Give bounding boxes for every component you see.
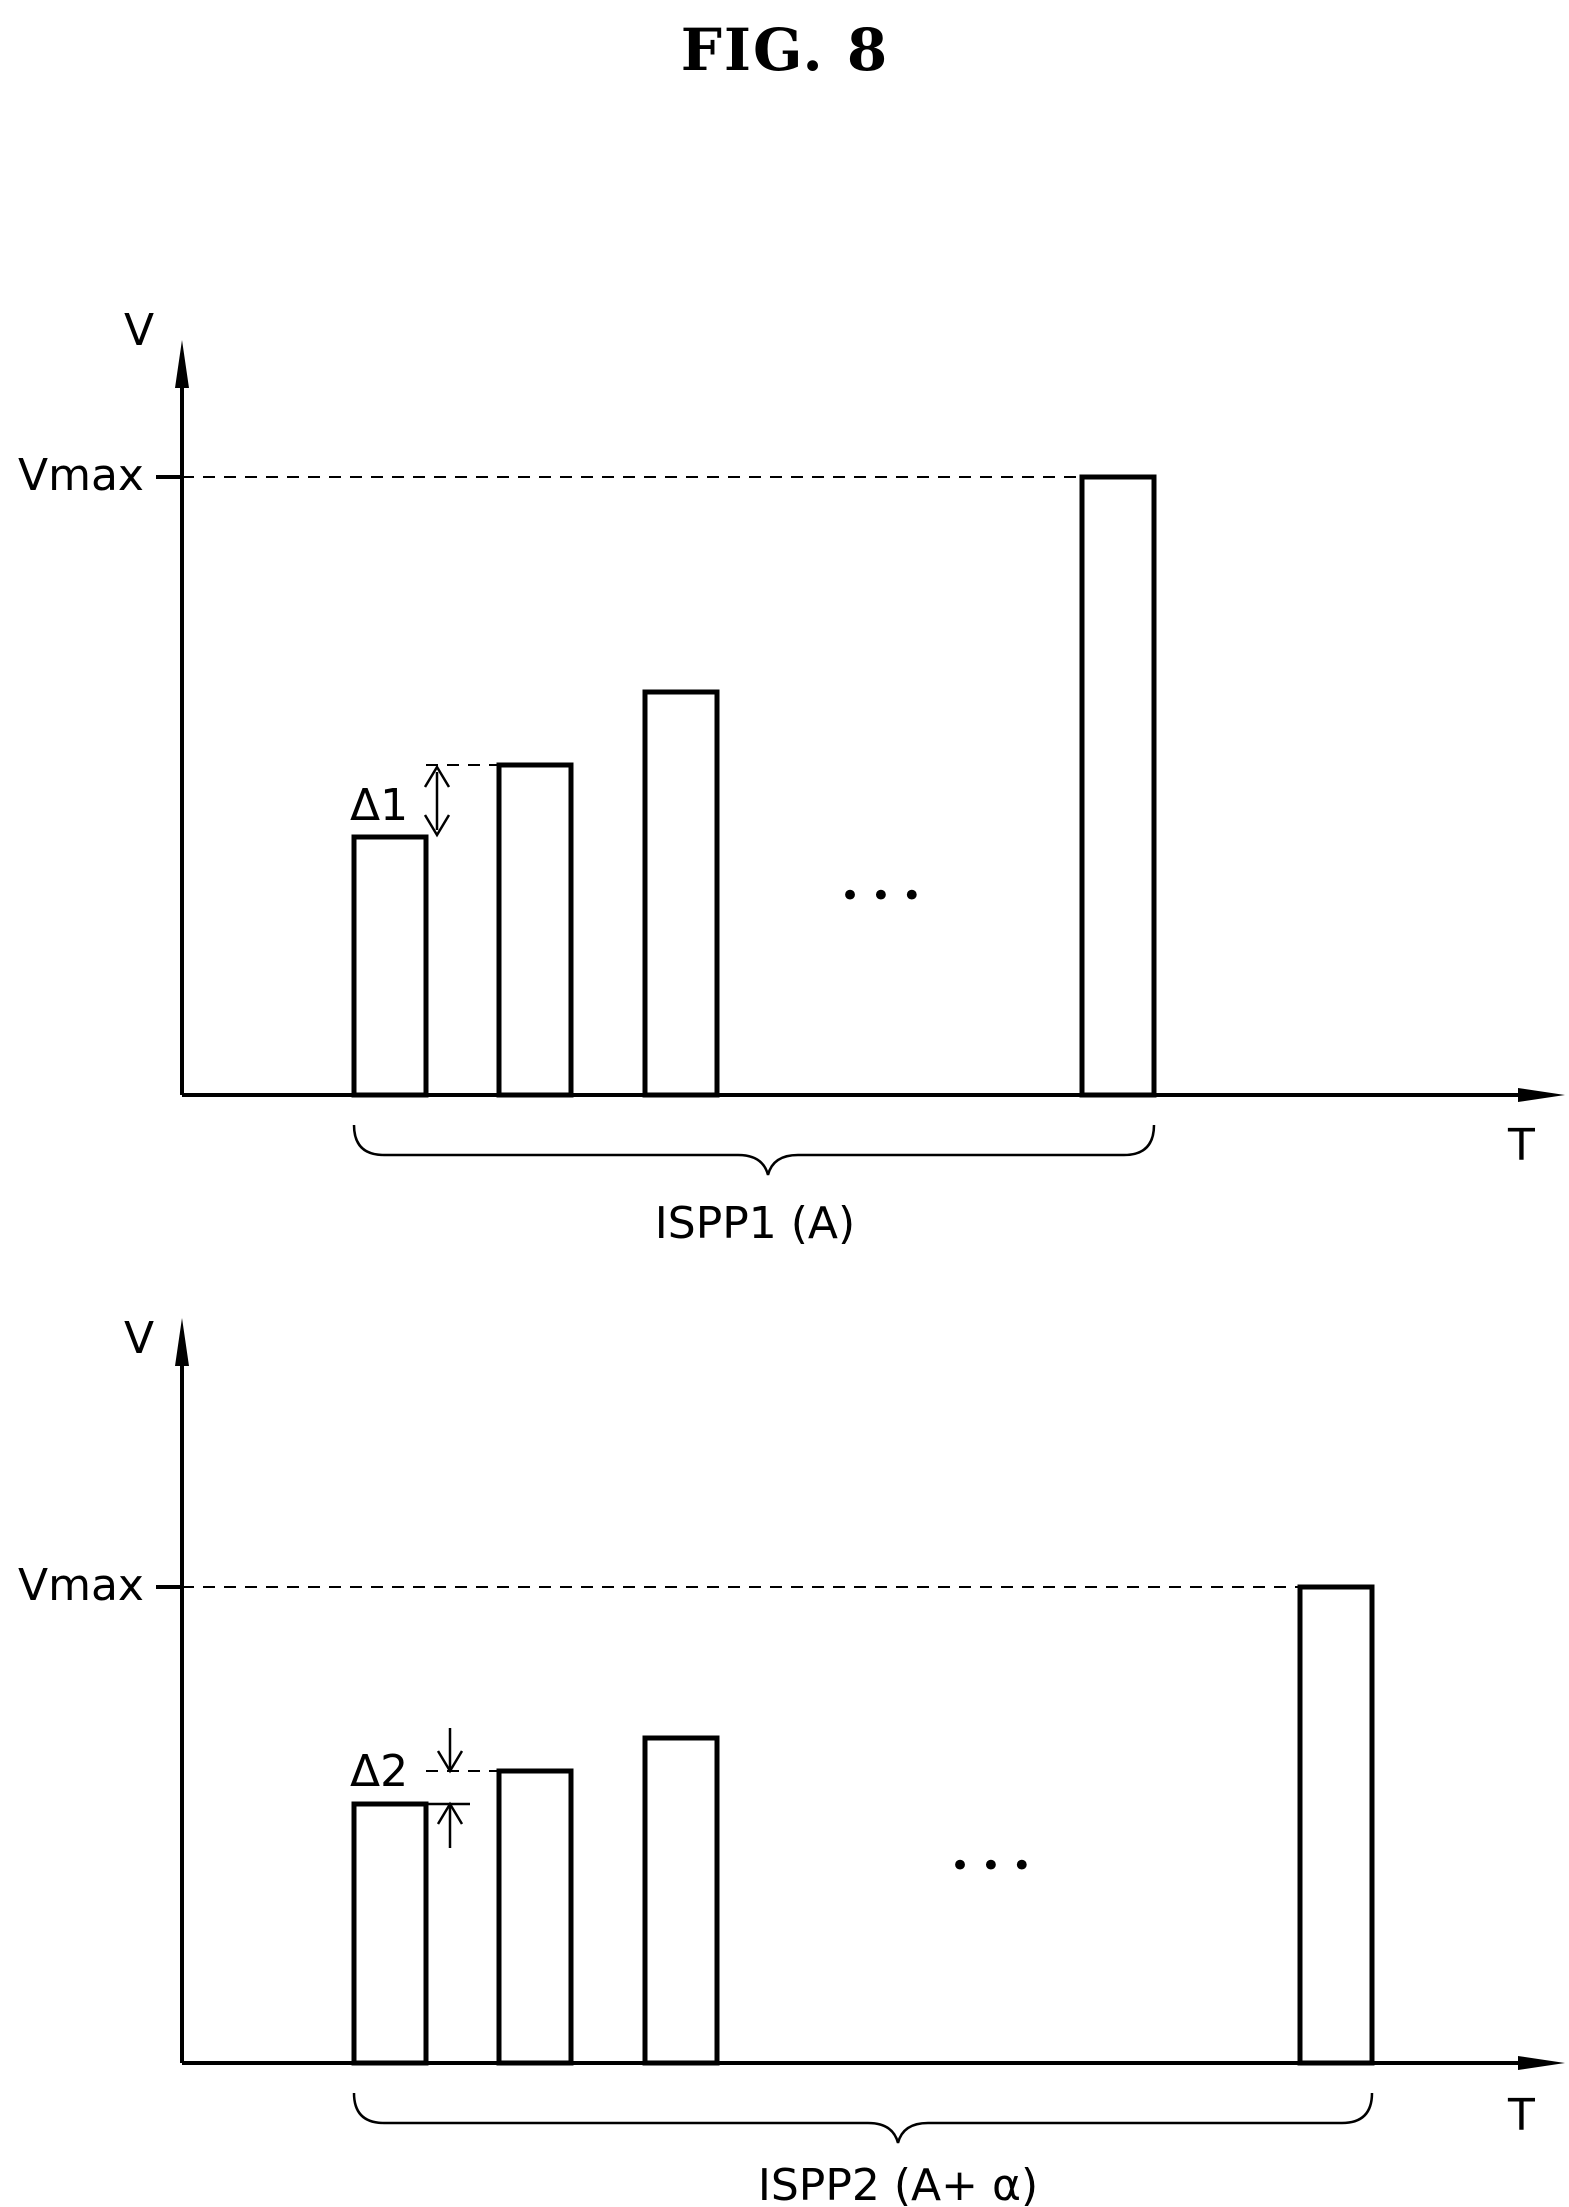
bottom-x-arrowhead — [1518, 2056, 1565, 2070]
top-delta1-arrow-up — [423, 764, 451, 788]
top-pulse-3 — [642, 689, 720, 1098]
top-pulse-last — [1079, 474, 1157, 1098]
top-x-arrowhead — [1518, 1088, 1565, 1102]
top-brace — [352, 1124, 1156, 1176]
top-vmax-label: Vmax — [18, 450, 144, 501]
bottom-group-label: ISPP2 (A+ α) — [758, 2160, 1038, 2207]
top-x-axis-label: T — [1507, 1120, 1535, 1171]
top-ellipsis: • • • — [840, 876, 922, 916]
bottom-vmax-label: Vmax — [18, 1560, 144, 1611]
top-y-arrowhead — [175, 340, 189, 388]
ispp1-diagram: V T Vmax Δ1 • • • ISPP1 (A) — [18, 305, 1565, 1249]
bottom-ellipsis: • • • — [950, 1846, 1032, 1886]
ispp2-diagram: V T Vmax Δ2 • • • ISPP2 (A+ α) — [18, 1313, 1565, 2207]
bottom-brace — [352, 2092, 1374, 2144]
bottom-pulse-last — [1297, 1584, 1375, 2066]
bottom-pulse-1 — [351, 1801, 429, 2066]
bottom-x-axis-label: T — [1507, 2090, 1535, 2141]
figure-title: FIG. 8 — [681, 16, 890, 84]
bottom-delta2-label: Δ2 — [350, 1746, 408, 1797]
top-group-label: ISPP1 (A) — [655, 1198, 855, 1249]
top-y-axis-label: V — [124, 305, 154, 356]
top-delta1-arrow-down — [423, 814, 451, 838]
bottom-delta2-arrow-down — [436, 1750, 464, 1774]
bottom-pulse-2 — [496, 1768, 574, 2066]
bottom-y-arrowhead — [175, 1318, 189, 1366]
bottom-pulse-3 — [642, 1735, 720, 2066]
top-pulse-2 — [496, 762, 574, 1098]
top-pulse-1 — [351, 834, 429, 1098]
top-delta1-label: Δ1 — [350, 780, 408, 831]
bottom-y-axis-label: V — [124, 1313, 154, 1364]
